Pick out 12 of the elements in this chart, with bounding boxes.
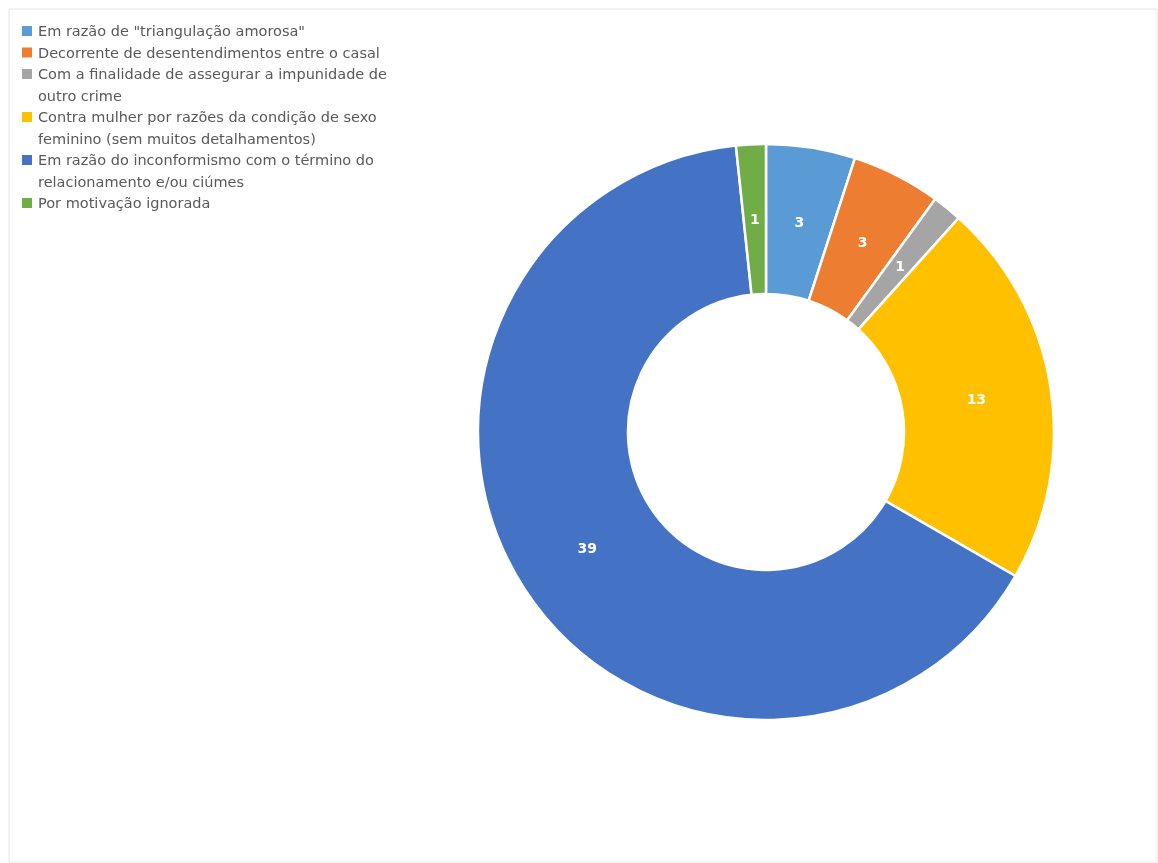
data-label: 13 (966, 390, 987, 407)
legend-label: Com a finalidade de assegurar a impunidade de outro crime (38, 66, 388, 104)
data-label: 1 (895, 258, 905, 275)
legend-label: Por motivação ignorada (38, 195, 211, 211)
data-label: 39 (577, 540, 598, 557)
legend-label: Contra mulher por razões da condição de sexo feminino (sem muitos detalhamentos) (38, 109, 377, 147)
data-label: 3 (794, 213, 805, 230)
data-label: 1 (749, 211, 760, 228)
legend-label: Em razão de "triangulação amorosa" (38, 23, 306, 39)
legend-label: Em razão do inconformismo com o término do relacionamento e/ou ciúmes (38, 152, 375, 190)
data-label: 3 (857, 234, 868, 251)
legend-label: Decorrente de desentendimentos entre o casal (38, 44, 380, 61)
